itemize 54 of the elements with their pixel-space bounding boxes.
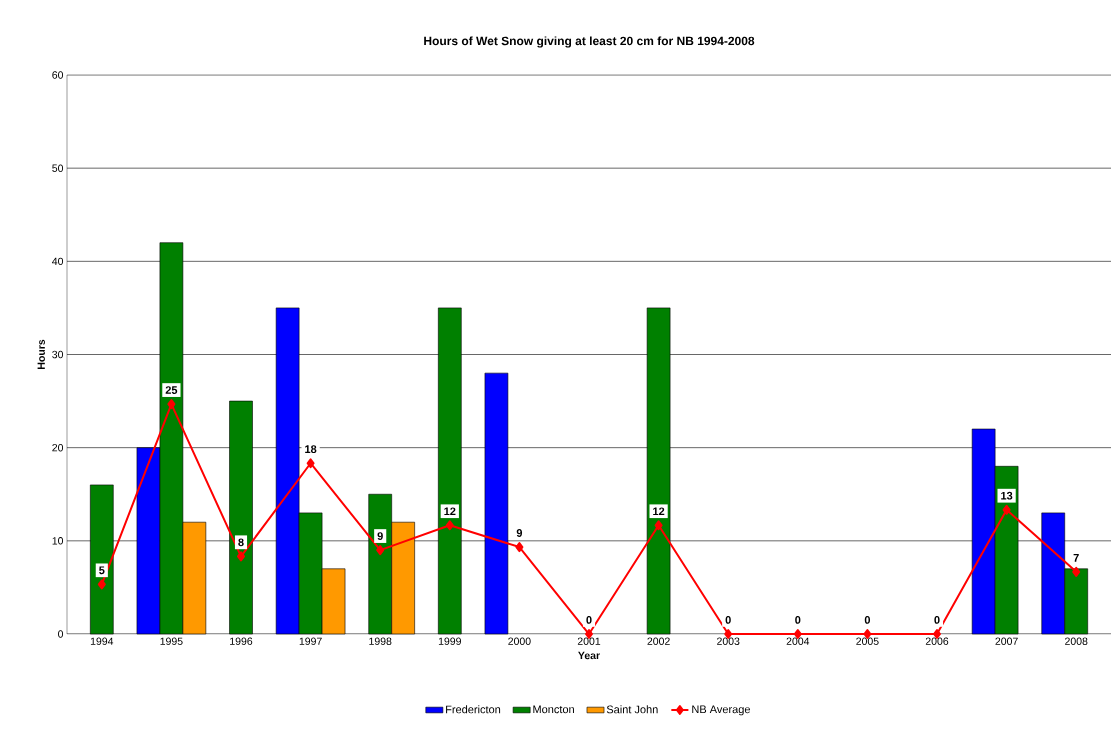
data-label: 7 [1073,554,1079,562]
y-tick-label: 20 [52,443,64,452]
y-axis-title: Hours [37,339,45,369]
x-tick-label: 2005 [856,637,879,645]
point [167,399,176,410]
data-label: 0 [934,616,940,624]
x-tick-label: 2001 [577,637,601,645]
x-tick-label: 2002 [647,637,670,645]
point [654,520,663,531]
data-label: 25 [165,386,178,394]
point [515,542,524,553]
x-tick-label: 2004 [786,637,810,645]
data-label: 9 [377,532,383,540]
data-label: 12 [653,507,665,516]
data-label: 9 [516,529,523,537]
y-tick-label: 40 [52,257,64,266]
x-tick-label: 2008 [1065,637,1088,645]
x-tick-label: 1999 [438,637,461,645]
x-tick-label: 1995 [160,637,183,645]
chart-title: Hours of Wet Snow giving at least 20 cm for NB 1994-2008 [424,36,755,48]
data-label: 13 [1001,491,1013,500]
data-label: 12 [444,507,456,516]
y-tick-label: 30 [52,350,64,359]
x-axis-title: Year [578,651,600,660]
y-tick-label: 0 [58,630,64,638]
data-label: 5 [99,566,105,575]
x-tick-label: 2003 [717,637,740,645]
data-label: 0 [864,616,871,624]
legend-label: NB Average [692,705,751,716]
y-tick-label: 10 [52,537,64,545]
point [237,551,245,562]
point [1002,504,1011,515]
point [376,545,385,556]
x-tick-label: 2007 [995,637,1018,645]
point [306,458,315,469]
legend-label: Moncton [533,705,574,714]
x-tick-label: 1998 [369,637,392,645]
point [1072,566,1081,577]
point [445,520,454,531]
x-tick-label: 1997 [299,637,322,645]
x-tick-label: 1994 [90,637,114,645]
data-label: 0 [795,616,801,624]
data-label: 18 [305,445,317,454]
legend-label: Saint John [606,705,658,714]
data-label: 8 [238,538,244,547]
data-label: 0 [725,616,731,624]
legend-label: Fredericton [446,705,501,714]
x-tick-label: 2000 [508,637,531,645]
point [97,579,106,590]
x-tick-label: 2006 [925,637,949,645]
x-tick-label: 1996 [230,637,253,645]
y-tick-label: 50 [52,164,64,172]
data-label: 0 [586,616,592,624]
y-tick-label: 60 [52,71,64,79]
